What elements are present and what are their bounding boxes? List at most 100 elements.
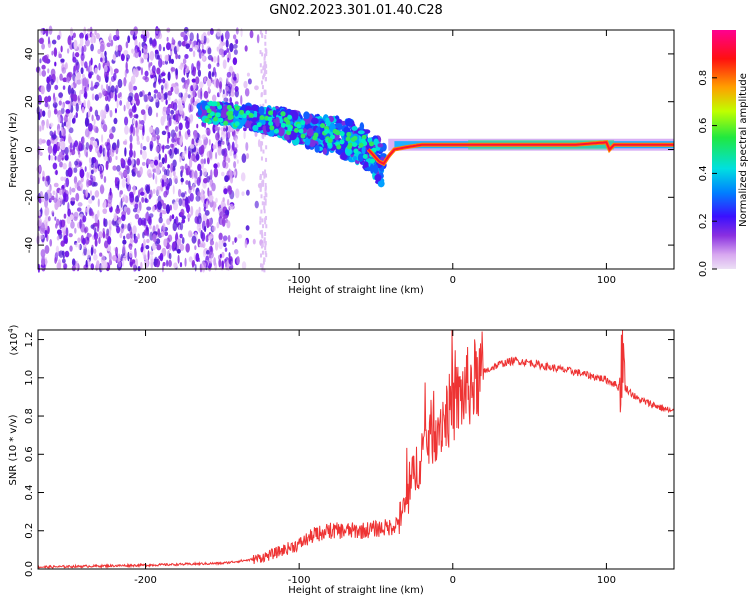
spectrogram-cell — [189, 32, 194, 42]
spectrogram-cell — [222, 197, 225, 203]
spectrogram-cell — [119, 99, 123, 106]
spectrogram-cell — [102, 208, 108, 215]
spectrogram-cell — [363, 161, 369, 168]
spectrogram-cell — [160, 93, 165, 103]
spectrogram-cell — [164, 153, 168, 164]
spectrogram-cell — [87, 258, 90, 266]
spectrogram-cell — [167, 90, 173, 96]
spectrogram-cell — [191, 41, 194, 50]
spectrogram-cell — [167, 95, 171, 101]
spectrogram-cell — [53, 96, 56, 104]
spectrogram-cell — [240, 95, 243, 105]
spectrogram-cell — [134, 195, 139, 203]
spectrogram-cell — [223, 153, 226, 163]
spectrogram-cell — [186, 78, 190, 86]
spectrogram-cell — [261, 201, 264, 206]
spectrogram-cell — [83, 99, 86, 107]
spectrogram-cell — [151, 39, 157, 47]
spectrogram-cell — [352, 155, 358, 161]
spectrogram-cell — [90, 178, 94, 183]
spectrogram-cell — [260, 263, 263, 268]
spectrogram-cell — [287, 126, 293, 132]
spectrogram-cell — [175, 216, 179, 225]
spectrogram-cell — [352, 142, 358, 148]
spectrogram-cell — [124, 147, 127, 157]
spectrogram-cell — [129, 134, 133, 143]
spectrogram-cell — [39, 151, 43, 157]
spectrogram-cell — [125, 158, 128, 163]
spectrogram-cell — [174, 85, 180, 95]
spectrogram-cell — [264, 35, 267, 40]
spectrogram-cell — [87, 204, 91, 210]
spectrogram-cell — [221, 217, 226, 227]
y-tick-label: 0.0 — [24, 561, 35, 577]
spectrogram-cell — [129, 149, 133, 158]
spectrogram-cell — [44, 199, 49, 208]
spectrogram-cell — [259, 50, 262, 55]
spectrogram-cell — [133, 150, 136, 159]
spectrogram-cell — [185, 83, 189, 93]
spectrogram-cell — [57, 141, 62, 147]
spectrogram-cell — [131, 48, 134, 54]
spectrogram-cell — [241, 191, 245, 196]
spectrogram-cell — [115, 246, 119, 257]
spectrogram-cell — [59, 219, 63, 230]
spectrogram-cell — [181, 218, 186, 224]
spectrogram-cell — [192, 183, 195, 192]
spectrogram-cell — [260, 69, 263, 74]
spectrogram-cell — [220, 109, 228, 119]
spectrogram-cell — [175, 231, 178, 242]
spectrogram-cell — [196, 151, 200, 162]
spectrogram-cell — [44, 102, 49, 108]
spectrogram-cell — [156, 134, 160, 140]
spectrogram-cell — [263, 205, 266, 210]
spectrogram-cell — [147, 106, 153, 117]
spectrogram-cell — [175, 113, 179, 123]
spectrogram-cell — [117, 180, 120, 191]
spectrogram-cell — [218, 258, 222, 268]
spectrogram-cell — [224, 209, 230, 216]
spectrogram-cell — [196, 32, 199, 42]
colorbar-label: Normalized spectral amplitude — [738, 73, 749, 227]
spectrogram-cell — [47, 144, 53, 154]
spectrogram-cell — [160, 72, 166, 77]
spectrogram-cell — [214, 241, 219, 251]
spectrogram-cell — [104, 71, 107, 79]
spectrogram-cell — [75, 102, 79, 112]
spectrogram-cell — [41, 122, 45, 131]
spectrogram-cell — [273, 128, 279, 134]
spectrogram-cell — [278, 127, 285, 137]
spectrogram-cell — [46, 118, 49, 129]
spectrogram-cell — [90, 80, 93, 91]
spectrogram-cell — [141, 150, 147, 160]
spectrogram-cell — [40, 85, 45, 95]
spectrogram-cell — [233, 76, 237, 81]
spectrogram-cell — [211, 71, 214, 78]
spectrogram-cell — [339, 131, 345, 137]
spectrogram-cell — [86, 64, 89, 72]
spectrogram-cell — [109, 133, 114, 140]
spectrogram-cell — [100, 173, 104, 180]
spectrogram-cell — [67, 75, 70, 83]
spectrogram-cell — [155, 145, 160, 153]
spectrogram-cell — [210, 101, 216, 107]
spectrogram-cell — [260, 229, 263, 234]
spectrogram-cell — [40, 249, 46, 258]
spectrogram-cell — [178, 122, 183, 131]
spectrogram-cell — [130, 124, 134, 134]
spectrogram-cell — [179, 165, 185, 171]
spectrogram-cell — [51, 210, 55, 216]
spectrogram-cell — [196, 60, 201, 71]
spectrogram-cell — [264, 198, 267, 203]
spectrogram-cell — [211, 182, 216, 192]
spectrogram-cell — [202, 193, 206, 201]
spectrogram-cell — [145, 244, 150, 250]
spectrogram-cell — [249, 30, 254, 39]
spectrogram-cell — [68, 133, 71, 143]
spectrogram-cell — [109, 81, 112, 87]
spectrogram-cell — [142, 126, 145, 136]
spectrogram-cell — [362, 154, 368, 160]
spectrogram-cell — [160, 116, 165, 126]
spectrogram-cell — [236, 73, 239, 80]
spectrogram-cell — [235, 27, 239, 35]
